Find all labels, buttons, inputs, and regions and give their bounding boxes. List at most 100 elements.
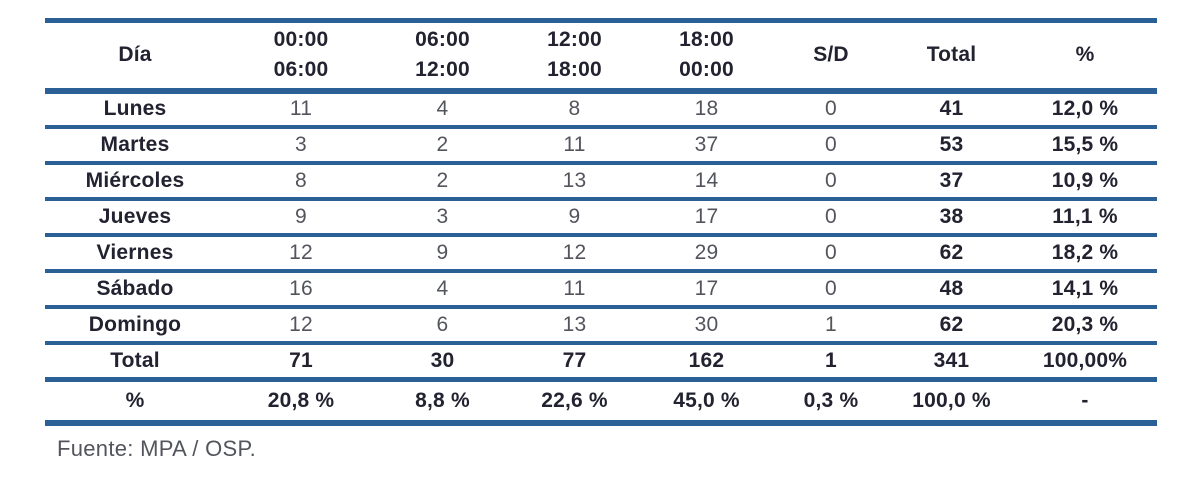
cell: 0,3 %: [803, 388, 859, 412]
cell: 0: [825, 97, 837, 120]
cell: 14: [694, 168, 719, 192]
cell: 77: [562, 348, 587, 372]
report-page: Día 00:00 06:00 06:00 12:00 12:00 18:00 …: [0, 18, 1200, 482]
cell: 4: [436, 276, 449, 300]
cell: 4: [436, 97, 449, 120]
cell-percent: 100,00%: [1042, 348, 1128, 372]
cell: 17: [694, 276, 719, 300]
table-row-miercoles: Miércoles 8 2 13 14 0 37 10,9 %: [45, 163, 1157, 199]
cell: 8: [295, 168, 307, 192]
day-label: Miércoles: [85, 168, 185, 192]
cell: 9: [295, 204, 307, 228]
cell: 0: [825, 132, 837, 156]
cell: 12: [289, 312, 313, 336]
header-timeslot-0600-1200: 06:00 12:00: [377, 21, 508, 91]
day-label: Sábado: [96, 276, 174, 300]
table-row-percent: % 20,8 % 8,8 % 22,6 % 45,0 % 0,3 % 100,0…: [45, 380, 1157, 423]
cell: 9: [436, 240, 449, 264]
cell: 22,6 %: [541, 388, 608, 412]
day-label: Jueves: [98, 204, 172, 228]
cell: 2: [436, 132, 449, 156]
cell: 13: [562, 312, 587, 336]
cell: 6: [436, 312, 449, 336]
cell: 11: [289, 97, 313, 120]
day-label: Lunes: [103, 97, 167, 120]
timeslot-start: 18:00: [679, 27, 734, 51]
cell: 12: [562, 240, 587, 264]
cell: 17: [694, 204, 719, 228]
timeslot-start: 06:00: [415, 27, 470, 51]
cell-percent: 20,3 %: [1051, 312, 1119, 336]
table-row-total: Total 71 30 77 162 1 341 100,00%: [45, 343, 1157, 380]
cell-total: 41: [939, 97, 964, 120]
cell-total: 62: [939, 240, 964, 264]
cell-percent: 14,1 %: [1051, 276, 1119, 300]
cell: 0: [825, 276, 837, 300]
timeslot-end: 06:00: [273, 58, 329, 82]
header-sd: S/D: [813, 43, 849, 67]
cell: 16: [289, 276, 313, 300]
cell-percent: -: [1081, 388, 1089, 412]
day-label: Domingo: [88, 312, 182, 336]
timeslot-end: 12:00: [415, 58, 470, 82]
cell: 3: [295, 132, 307, 156]
header-percent: %: [1075, 43, 1095, 67]
source-note: Fuente: MPA / OSP.: [57, 435, 257, 461]
table-row-viernes: Viernes 12 9 12 29 0 62 18,2 %: [45, 235, 1157, 271]
cell: 20,8 %: [267, 388, 335, 412]
cell: 30: [430, 348, 455, 372]
cell: 1: [825, 312, 837, 336]
incidents-by-day-table: Día 00:00 06:00 06:00 12:00 12:00 18:00 …: [45, 18, 1157, 426]
cell: 13: [562, 168, 587, 192]
day-label: Viernes: [96, 240, 174, 264]
cell: 29: [694, 240, 719, 264]
cell-total: 53: [939, 132, 964, 156]
table-row-domingo: Domingo 12 6 13 30 1 62 20,3 %: [45, 307, 1157, 343]
cell-total: 48: [939, 276, 964, 300]
cell-percent: 15,5 %: [1051, 132, 1119, 156]
cell: 8,8 %: [415, 388, 470, 412]
cell: 0: [825, 240, 837, 264]
cell: 1: [825, 348, 837, 372]
cell: 37: [694, 132, 719, 156]
cell-percent: 10,9 %: [1051, 168, 1119, 192]
table-row-martes: Martes 3 2 11 37 0 53 15,5 %: [45, 127, 1157, 163]
cell-total: 38: [939, 204, 964, 228]
cell-total: 341: [933, 348, 970, 372]
timeslot-start: 12:00: [547, 27, 602, 51]
cell: 162: [688, 348, 725, 372]
day-label: Total: [110, 348, 160, 372]
timeslot-end: 18:00: [547, 58, 602, 82]
cell: 30: [694, 312, 719, 336]
timeslot-end: 00:00: [679, 58, 734, 82]
table-row-lunes: Lunes 11 4 8 18 0 41 12,0 %: [45, 91, 1157, 127]
table-header-row: Día 00:00 06:00 06:00 12:00 12:00 18:00 …: [45, 21, 1157, 91]
header-timeslot-1800-0000: 18:00 00:00: [641, 21, 772, 91]
cell: 11: [563, 132, 586, 156]
cell: 0: [825, 204, 837, 228]
cell-total: 62: [939, 312, 964, 336]
header-total: Total: [926, 43, 977, 67]
cell: 8: [568, 97, 581, 120]
cell: 18: [694, 97, 719, 120]
cell: 45,0 %: [673, 388, 740, 412]
cell-percent: 18,2 %: [1051, 240, 1119, 264]
cell-total: 37: [939, 168, 964, 192]
cell: 9: [568, 204, 581, 228]
header-timeslot-1200-1800: 12:00 18:00: [508, 21, 641, 91]
cell: 2: [436, 168, 449, 192]
cell-percent: 12,0 %: [1051, 97, 1119, 120]
table-row-sabado: Sábado 16 4 11 17 0 48 14,1 %: [45, 271, 1157, 307]
cell-percent: 11,1 %: [1052, 204, 1118, 228]
cell-total: 100,0 %: [912, 388, 991, 412]
timeslot-start: 00:00: [273, 27, 329, 51]
day-label: %: [125, 388, 145, 412]
cell: 11: [563, 276, 586, 300]
header-timeslot-0000-0600: 00:00 06:00: [225, 21, 377, 91]
day-label: Martes: [100, 132, 170, 156]
table-row-jueves: Jueves 9 3 9 17 0 38 11,1 %: [45, 199, 1157, 235]
header-day: Día: [118, 43, 152, 67]
cell: 71: [289, 348, 313, 372]
cell: 0: [825, 168, 837, 192]
cell: 12: [289, 240, 313, 264]
